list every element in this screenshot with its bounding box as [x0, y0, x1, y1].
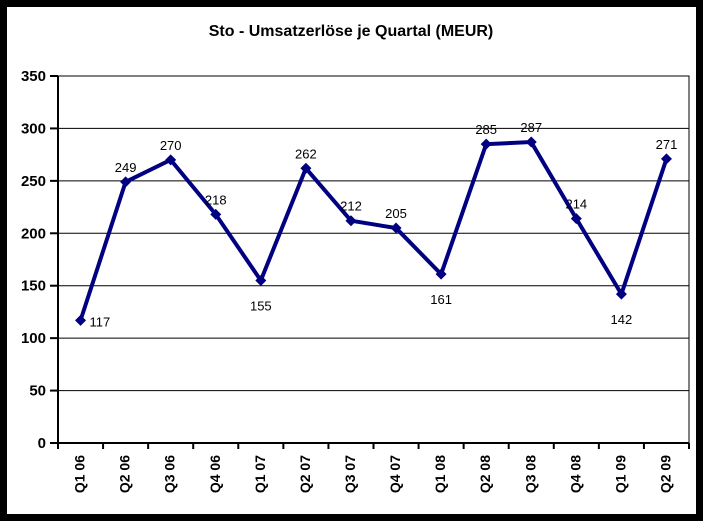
data-point-marker [615, 288, 627, 300]
x-axis-labels: Q1 06 Q2 06 Q3 06 Q4 06 Q1 07 Q2 07 Q3 07 Q4 07… [72, 455, 674, 493]
x-axis-tick-label: Q4 08 [567, 455, 583, 493]
x-axis-tick-label: Q3 07 [342, 455, 358, 493]
x-axis-tick-label: Q2 08 [477, 455, 493, 493]
chart-title: Sto - Umsatzerlöse je Quartal (MEUR) [209, 23, 494, 40]
data-point-marker [255, 274, 267, 286]
data-point-label: 214 [565, 197, 587, 212]
x-axis-tick-label: Q2 06 [117, 455, 133, 493]
data-point-marker [570, 213, 582, 225]
data-point-marker [210, 208, 222, 220]
y-axis-tick-label: 300 [21, 120, 46, 137]
y-axis-tick-label: 100 [21, 330, 46, 347]
y-axis-tick-label: 50 [29, 383, 46, 400]
data-point-marker [525, 136, 537, 148]
data-series [75, 136, 672, 326]
data-point-label: 271 [656, 137, 678, 152]
x-axis-tick-label: Q3 06 [162, 455, 178, 493]
data-point-marker [120, 176, 132, 188]
data-point-label: 285 [475, 122, 497, 137]
data-point-label: 270 [160, 138, 182, 153]
data-point-marker [480, 138, 492, 150]
series-line [78, 140, 669, 321]
x-axis-tick-label: Q1 07 [252, 455, 268, 493]
y-axis-tick-label: 200 [21, 225, 46, 242]
x-axis-tick-label: Q1 06 [72, 455, 88, 493]
data-point-label: 117 [90, 314, 111, 329]
data-point-marker [660, 153, 672, 165]
data-point-marker [435, 268, 447, 280]
data-point-marker [390, 222, 402, 234]
data-point-label: 155 [250, 298, 272, 313]
x-axis-tick-label: Q4 07 [387, 455, 403, 493]
data-point-label: 142 [611, 312, 633, 327]
x-axis-tick-label: Q2 07 [297, 455, 313, 493]
x-axis-tick-label: Q4 06 [207, 455, 223, 493]
data-point-marker [75, 314, 87, 326]
data-point-label: 262 [295, 146, 317, 161]
x-axis-tick-label: Q1 08 [432, 455, 448, 493]
x-axis-tick-label: Q2 09 [657, 455, 673, 493]
x-axis-tick-label: Q1 09 [612, 455, 628, 493]
data-point-label: 212 [340, 199, 362, 214]
y-axis-tick-label: 150 [21, 278, 46, 295]
y-axis-labels: 0 50 100 150 200 250 300 350 [21, 68, 46, 452]
data-point-label: 287 [520, 120, 542, 135]
data-point-label: 218 [205, 192, 227, 207]
x-axis-tick-label: Q3 08 [522, 455, 538, 493]
y-axis-tick-label: 250 [21, 173, 46, 190]
axes [50, 75, 690, 449]
data-point-label: 249 [115, 160, 137, 175]
data-point-marker [345, 215, 357, 227]
data-point-marker [165, 154, 177, 166]
data-point-label: 205 [385, 206, 407, 221]
data-point-label: 161 [430, 292, 452, 307]
y-axis-tick-label: 0 [38, 435, 46, 452]
data-point-marker [300, 162, 312, 174]
y-axis-tick-label: 350 [21, 68, 46, 85]
data-labels: 117 249 270 218 155 262 212 205 161 285 287 214 142 2… [90, 120, 678, 329]
